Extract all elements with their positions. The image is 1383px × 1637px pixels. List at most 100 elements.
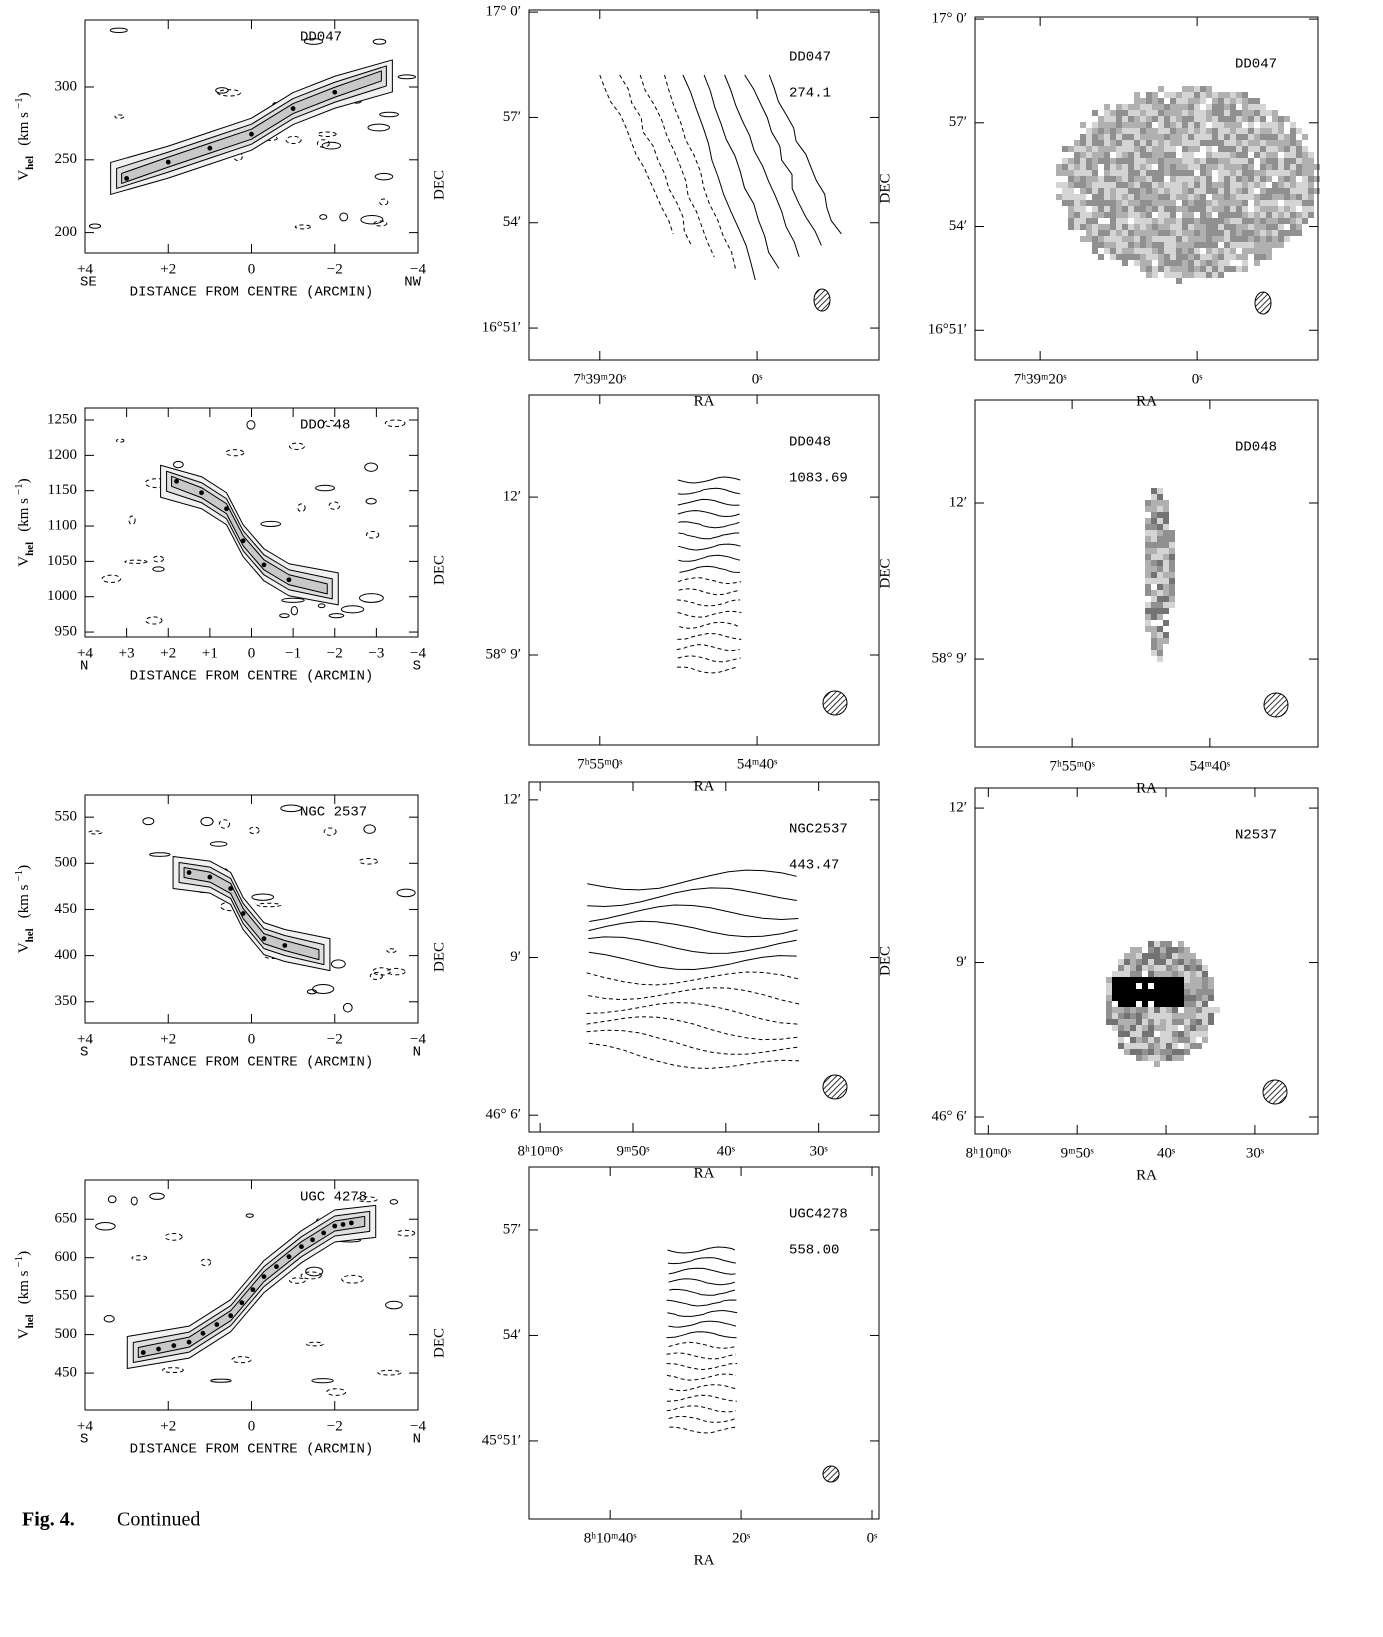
dispersion-pixel xyxy=(1145,590,1151,596)
dispersion-pixel xyxy=(1218,182,1224,188)
dispersion-pixel xyxy=(1080,236,1086,242)
dispersion-pixel xyxy=(1230,212,1236,218)
x-tick-label: 0ˢ xyxy=(1192,371,1203,387)
dispersion-pixel xyxy=(1200,194,1206,200)
dispersion-pixel xyxy=(1130,1031,1136,1037)
dispersion-pixel xyxy=(1188,128,1194,134)
beam xyxy=(822,1074,848,1100)
dispersion-pixel xyxy=(1206,254,1212,260)
dispersion-pixel xyxy=(1190,959,1196,965)
dispersion-pixel xyxy=(1170,248,1176,254)
dispersion-pixel xyxy=(1278,218,1284,224)
rotation-point xyxy=(282,943,288,948)
dispersion-pixel xyxy=(1104,134,1110,140)
dispersion-pixel xyxy=(1302,158,1308,164)
galaxy-label: DD047 xyxy=(789,50,831,66)
dispersion-pixel xyxy=(1196,1043,1202,1049)
dispersion-pixel xyxy=(1176,248,1182,254)
y-axis-label: DEC xyxy=(877,946,893,976)
dispersion-pixel xyxy=(1157,602,1163,608)
dispersion-pixel xyxy=(1128,182,1134,188)
x-tick-label: 8ʰ10ᵐ0ˢ xyxy=(517,1143,562,1159)
dispersion-pixel xyxy=(1151,590,1157,596)
x-tick-label: 40ˢ xyxy=(1157,1145,1175,1161)
dispersion-pixel xyxy=(1152,182,1158,188)
rotation-point xyxy=(239,1300,245,1306)
noise-contour xyxy=(285,135,302,145)
dispersion-pixel xyxy=(1145,536,1151,542)
dispersion-pixel xyxy=(1284,176,1290,182)
dispersion-pixel xyxy=(1278,146,1284,152)
dispersion-pixel xyxy=(1206,170,1212,176)
dispersion-pixel xyxy=(1118,1019,1124,1025)
dispersion-pixel xyxy=(1166,965,1172,971)
dispersion-pixel xyxy=(1128,224,1134,230)
dispersion-pixel xyxy=(1146,242,1152,248)
dispersion-pixel xyxy=(1142,989,1148,995)
dispersion-pixel xyxy=(1136,953,1142,959)
dispersion-pixel xyxy=(1242,188,1248,194)
dispersion-pixel xyxy=(1154,983,1160,989)
dispersion-pixel xyxy=(1290,176,1296,182)
dispersion-pixel xyxy=(1182,104,1188,110)
dispersion-pixel xyxy=(1260,110,1266,116)
dispersion-pixel xyxy=(1182,122,1188,128)
dispersion-pixel xyxy=(1242,242,1248,248)
dispersion-pixel xyxy=(1092,188,1098,194)
dispersion-pixel xyxy=(1170,266,1176,272)
dispersion-pixel xyxy=(1260,128,1266,134)
dispersion-pixel xyxy=(1254,212,1260,218)
direction-label: NW xyxy=(404,275,421,291)
dispersion-pixel xyxy=(1151,626,1157,632)
noise-contour xyxy=(314,484,336,492)
dispersion-pixel xyxy=(1163,542,1169,548)
dispersion-pixel xyxy=(1128,152,1134,158)
dispersion-pixel xyxy=(1148,1013,1154,1019)
dispersion-pixel xyxy=(1218,158,1224,164)
dispersion-pixel xyxy=(1104,230,1110,236)
dispersion-pixel xyxy=(1157,512,1163,518)
y-tick-label: 46° 6′ xyxy=(931,1108,967,1124)
dispersion-pixel xyxy=(1296,170,1302,176)
x-tick-label: 0ˢ xyxy=(752,371,763,387)
dispersion-pixel xyxy=(1184,1043,1190,1049)
noise-contour xyxy=(115,438,125,443)
dispersion-pixel xyxy=(1182,260,1188,266)
dispersion-pixel xyxy=(1146,104,1152,110)
dispersion-pixel xyxy=(1260,248,1266,254)
dispersion-pixel xyxy=(1163,596,1169,602)
dispersion-pixel xyxy=(1122,236,1128,242)
x-tick-label: 30ˢ xyxy=(810,1143,828,1159)
dispersion-pixel xyxy=(1074,164,1080,170)
dispersion-pixel xyxy=(1230,194,1236,200)
dispersion-pixel xyxy=(1302,170,1308,176)
dispersion-pixel xyxy=(1188,254,1194,260)
dispersion-pixel xyxy=(1184,1049,1190,1055)
dispersion-pixel xyxy=(1230,248,1236,254)
dispersion-pixel xyxy=(1176,224,1182,230)
dispersion-pixel xyxy=(1296,200,1302,206)
dispersion-pixel xyxy=(1122,128,1128,134)
noise-contour xyxy=(364,462,378,472)
dispersion-pixel xyxy=(1163,548,1169,554)
dispersion-pixel xyxy=(1208,1013,1214,1019)
dispersion-pixel xyxy=(1122,194,1128,200)
rotation-point xyxy=(261,936,267,942)
systemic-velocity: 274.1 xyxy=(789,86,831,102)
dispersion-pixel xyxy=(1158,128,1164,134)
dispersion-pixel xyxy=(1136,1013,1142,1019)
noise-contour xyxy=(164,1232,183,1241)
isovelocity-contour xyxy=(678,588,741,596)
dispersion-pixel xyxy=(1194,266,1200,272)
dispersion-pixel xyxy=(1266,206,1272,212)
dispersion-pixel xyxy=(1152,104,1158,110)
dispersion-pixel xyxy=(1152,110,1158,116)
dispersion-pixel xyxy=(1158,98,1164,104)
dispersion-pixel xyxy=(1140,218,1146,224)
dispersion-pixel xyxy=(1314,164,1320,170)
dispersion-pixel xyxy=(1242,134,1248,140)
dispersion-pixel xyxy=(1080,170,1086,176)
dispersion-pixel xyxy=(1134,236,1140,242)
dispersion-pixel xyxy=(1224,122,1230,128)
y-label-symbol: V xyxy=(16,556,32,567)
